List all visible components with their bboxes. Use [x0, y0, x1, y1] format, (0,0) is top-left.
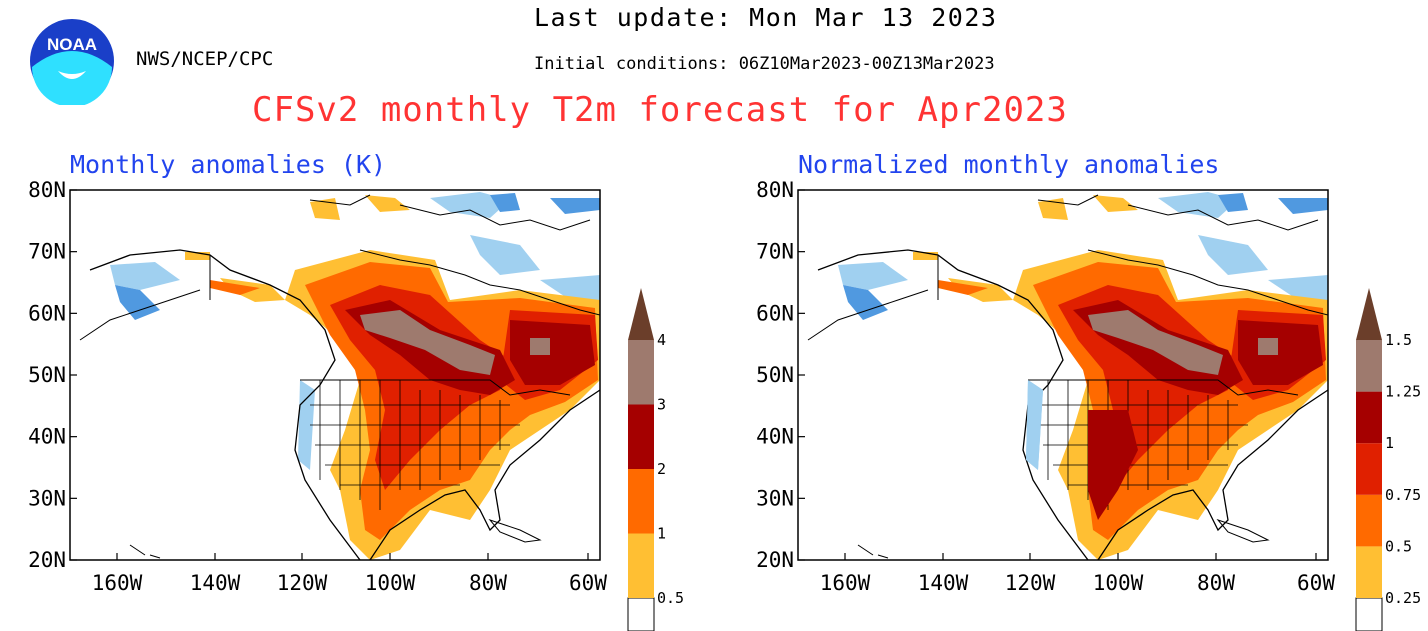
lat-label: 50N	[28, 363, 66, 387]
colorbar-label: 0.25	[1385, 589, 1421, 607]
left-map	[69, 189, 601, 561]
lat-label: 80N	[28, 178, 66, 202]
lat-label: 20N	[28, 548, 66, 572]
lon-label: 140W	[190, 571, 241, 595]
lat-label: 30N	[28, 486, 66, 510]
left-border-strip	[0, 0, 14, 631]
colorbar-label: 1.25	[1385, 383, 1421, 401]
colorbar-label: 4	[657, 331, 666, 349]
colorbar-arrow	[628, 288, 654, 340]
colorbar-segment	[627, 597, 655, 631]
lat-label: 60N	[756, 301, 794, 325]
colorbar-segment	[1356, 546, 1382, 598]
colorbar-label: 0.75	[1385, 486, 1421, 504]
colorbar-label: 1	[1385, 434, 1394, 452]
lat-label: 70N	[756, 240, 794, 264]
colorbar-segment	[1356, 340, 1382, 392]
colorbar-segment	[628, 404, 654, 469]
lon-label: 160W	[92, 571, 143, 595]
colorbar-label: 1.5	[1385, 331, 1412, 349]
lon-label: 160W	[820, 571, 871, 595]
noaa-logo-text: NOAA	[47, 35, 97, 54]
lon-label: 100W	[1093, 571, 1144, 595]
lon-label: 140W	[918, 571, 969, 595]
colorbar-segment	[1356, 391, 1382, 444]
lat-label: 70N	[28, 240, 66, 264]
lon-label: 120W	[1005, 571, 1056, 595]
colorbar-segment	[628, 469, 654, 534]
lon-label: 60W	[1297, 571, 1335, 595]
lat-label: 60N	[28, 301, 66, 325]
right-map	[797, 189, 1329, 561]
last-update: Last update: Mon Mar 13 2023	[534, 3, 998, 32]
lat-label: 30N	[756, 486, 794, 510]
right-colorbar: 0.25 0.5 0.75 1 1.25 1.5	[1355, 288, 1421, 631]
lat-label: 40N	[756, 425, 794, 449]
colorbar-label: 2	[657, 460, 666, 478]
org-label: NWS/NCEP/CPC	[136, 48, 274, 70]
colorbar-label: 0.5	[657, 589, 684, 607]
colorbar-segment	[1355, 597, 1383, 631]
right-map-axes: 80N 70N 60N 50N 40N 30N 20N 160W 140W 120W 100W 80W…	[756, 178, 1335, 595]
lat-label: 40N	[28, 425, 66, 449]
lon-label: 100W	[365, 571, 416, 595]
initial-conditions: Initial conditions: 06Z10Mar2023-00Z13Ma…	[534, 54, 995, 74]
left-panel-subtitle: Monthly anomalies (K)	[70, 150, 387, 179]
lon-label: 60W	[569, 571, 607, 595]
lat-label: 20N	[756, 548, 794, 572]
colorbar-arrow	[1356, 288, 1382, 340]
colorbar-segment	[1356, 494, 1382, 547]
lon-label: 120W	[277, 571, 328, 595]
colorbar-label: 1	[657, 525, 666, 543]
page-title: CFSv2 monthly T2m forecast for Apr2023	[252, 90, 1068, 130]
left-colorbar: 0.5 1 2 3 4	[627, 288, 684, 631]
colorbar-segment	[1356, 443, 1382, 495]
colorbar-label: 3	[657, 396, 666, 414]
colorbar-segment	[628, 533, 654, 598]
lon-label: 80W	[469, 571, 507, 595]
lon-label: 80W	[1197, 571, 1235, 595]
right-panel-subtitle: Normalized monthly anomalies	[798, 150, 1220, 179]
colorbar-label: 0.5	[1385, 537, 1412, 555]
colorbar-segment	[628, 340, 654, 405]
lat-label: 80N	[756, 178, 794, 202]
noaa-logo: NOAA	[30, 19, 114, 105]
left-map-axes: 80N 70N 60N 50N 40N 30N 20N 160W 140W 120W 100W 80W…	[28, 178, 607, 595]
lat-label: 50N	[756, 363, 794, 387]
